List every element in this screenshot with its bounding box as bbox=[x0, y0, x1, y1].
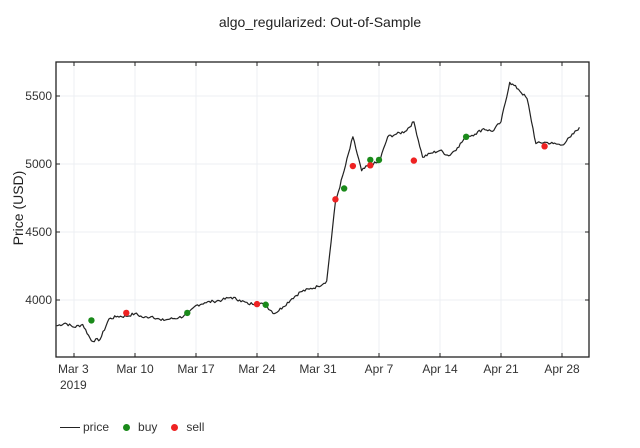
legend-label-price: price bbox=[83, 420, 110, 434]
sell-marker bbox=[410, 157, 418, 164]
buy-marker bbox=[184, 309, 191, 317]
legend-item-sell: sell bbox=[171, 420, 204, 434]
sell-marker bbox=[253, 300, 261, 308]
sell-marker bbox=[541, 143, 548, 150]
buy-marker bbox=[88, 317, 95, 324]
x-tick-year-label: 2019 bbox=[60, 378, 87, 392]
x-tick-label: Mar 17 bbox=[177, 362, 215, 376]
buy-marker bbox=[340, 185, 348, 192]
x-tick-label: Apr 21 bbox=[483, 362, 519, 376]
y-tick-label: 5500 bbox=[25, 89, 52, 103]
sell-marker bbox=[367, 162, 374, 169]
x-tick-label: Mar 24 bbox=[238, 362, 276, 376]
line-swatch-icon bbox=[60, 426, 80, 428]
buy-marker bbox=[262, 301, 269, 308]
legend: price buy sell bbox=[60, 420, 218, 434]
buy-marker bbox=[375, 156, 383, 164]
red-dot-icon bbox=[171, 423, 179, 431]
green-dot-icon bbox=[123, 423, 131, 431]
y-tick-label: 4000 bbox=[25, 293, 52, 307]
chart-title: algo_regularized: Out-of-Sample bbox=[218, 14, 422, 30]
sell-marker bbox=[349, 162, 357, 170]
x-tick-label: Apr 14 bbox=[422, 362, 458, 376]
x-tick-label: Mar 31 bbox=[299, 362, 337, 376]
x-tick-label: Apr 7 bbox=[365, 362, 394, 376]
x-tick-label: Apr 28 bbox=[544, 362, 580, 376]
buy-marker bbox=[367, 156, 374, 164]
buy-marker bbox=[462, 133, 470, 140]
y-tick-label: 5000 bbox=[25, 157, 52, 171]
legend-label-sell: sell bbox=[186, 420, 205, 434]
legend-item-price: price bbox=[60, 420, 109, 434]
sell-marker bbox=[123, 309, 130, 317]
sell-marker bbox=[332, 196, 339, 203]
legend-item-buy: buy bbox=[123, 420, 157, 434]
x-tick-label: Mar 10 bbox=[116, 362, 154, 376]
y-tick-label: 4500 bbox=[25, 225, 52, 239]
legend-label-buy: buy bbox=[138, 420, 158, 434]
x-tick-label: Mar 3 bbox=[58, 362, 89, 376]
price-line bbox=[56, 81, 580, 343]
